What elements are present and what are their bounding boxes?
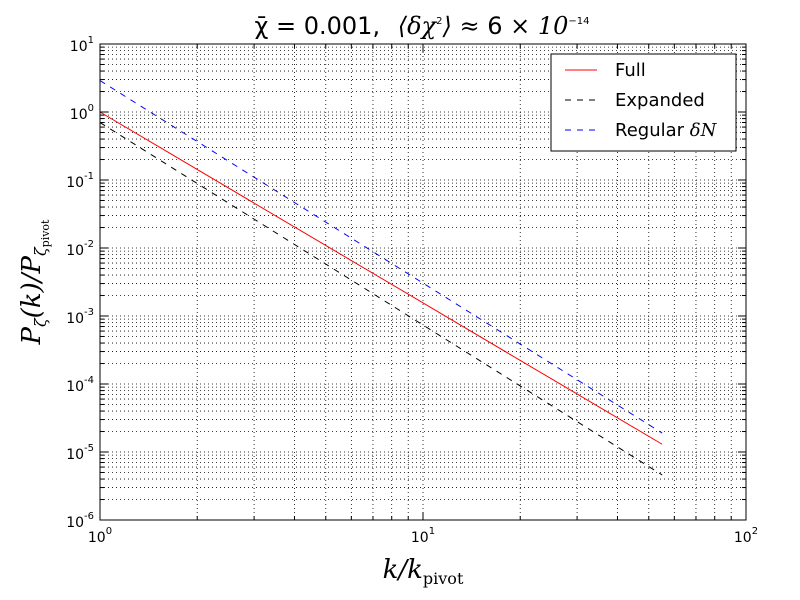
title-times: × 10	[502, 12, 568, 40]
y-axis-label-mid: (k)/P	[17, 256, 47, 319]
legend-label-name: Expanded	[615, 90, 705, 111]
y-tick-label-base: 10	[66, 243, 84, 259]
title-exp: −14	[568, 16, 589, 27]
y-tick-label: 10-6	[66, 511, 94, 531]
x-tick-label-exp: 2	[752, 526, 758, 537]
legend-label-name: Regular	[615, 120, 690, 141]
y-tick-label-base: 10	[66, 175, 84, 191]
x-tick-label-exp: 1	[429, 526, 435, 537]
y-tick-label-base: 10	[70, 107, 88, 123]
x-tick-label: 102	[734, 526, 758, 546]
series-line-2	[99, 122, 663, 476]
y-tick-label-exp: -4	[84, 375, 94, 386]
y-axis-label: Pζ(k)/Pζpivot	[17, 219, 52, 346]
x-axis-label: k/kpivot	[383, 555, 464, 588]
x-axis-label-sub: pivot	[423, 569, 464, 588]
x-tick-label-base: 10	[88, 530, 106, 546]
y-tick-label: 10-1	[66, 171, 94, 191]
y-tick-label-exp: -1	[84, 171, 94, 182]
y-tick-label-exp: -6	[84, 511, 94, 522]
legend-label-1: Full	[615, 60, 646, 81]
y-tick-label-base: 10	[66, 311, 84, 327]
title-delta-close: ⟩ ≈	[441, 12, 487, 40]
x-axis-label-main: k/k	[383, 555, 423, 585]
x-tick-label-base: 10	[411, 530, 429, 546]
y-tick-label-base: 10	[66, 515, 84, 531]
y-tick-label-exp: 1	[88, 35, 94, 46]
series-line-3	[99, 80, 663, 434]
chart-title: χ̄ = 0.001, ⟨δχ2⟩ ≈ 6 × 10−14	[255, 12, 590, 40]
legend-label-extra: δN	[690, 120, 718, 141]
y-tick-label-exp: -2	[84, 239, 94, 250]
title-delta-exp: 2	[436, 16, 442, 27]
y-tick-label: 10-5	[66, 443, 94, 463]
series-layer	[99, 80, 663, 476]
title-coef: 6	[487, 12, 502, 40]
y-tick-label-exp: -5	[84, 443, 94, 454]
title-delta-label: ⟨δχ	[398, 12, 438, 40]
legend-label-2: Expanded	[615, 90, 705, 111]
y-tick-label-exp: 0	[88, 103, 94, 114]
y-tick-label: 100	[70, 103, 94, 123]
legend-label-name: Full	[615, 60, 646, 81]
legend-label-3: Regular δN	[615, 120, 718, 141]
y-axis-label-sub2: ζ	[31, 246, 50, 256]
y-tick-label-base: 10	[66, 447, 84, 463]
y-tick-label: 101	[70, 35, 94, 55]
x-tick-label-base: 10	[734, 530, 752, 546]
x-tick-label: 100	[88, 526, 112, 546]
legend: Full Expanded Regular δN	[550, 53, 737, 152]
x-tick-label: 101	[411, 526, 435, 546]
y-tick-label-exp: -3	[84, 307, 94, 318]
y-tick-label-base: 10	[70, 39, 88, 55]
y-tick-label: 10-4	[66, 375, 94, 395]
series-line-1	[99, 111, 663, 445]
legend-items: Full Expanded Regular δN	[565, 60, 718, 141]
y-tick-label-base: 10	[66, 379, 84, 395]
y-axis-label-sub1: ζ	[31, 317, 50, 327]
y-axis-label-main: P	[17, 326, 47, 345]
y-tick-label: 10-3	[66, 307, 94, 327]
x-tick-label-exp: 0	[106, 526, 112, 537]
y-tick-label: 10-2	[66, 239, 94, 259]
title-chi-label: χ̄ = 0.001,	[255, 12, 381, 40]
y-axis-label-subsub: pivot	[39, 219, 52, 247]
